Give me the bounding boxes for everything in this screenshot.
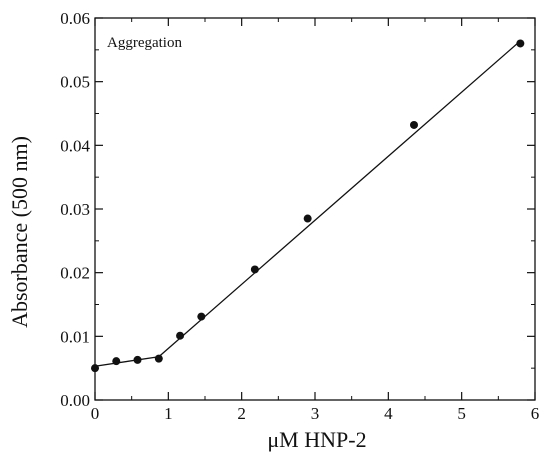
y-axis-label: Absorbance (500 nm) [7, 136, 32, 328]
data-points [91, 39, 525, 373]
y-tick-label: 0.00 [60, 391, 90, 410]
y-tick-label: 0.03 [60, 200, 90, 219]
x-tick-label: 5 [457, 404, 466, 423]
tick-labels: 0 1 2 3 4 5 6 0.00 0.01 0.02 0.03 0.04 0.05 0.06 [60, 9, 539, 423]
x-tick-label: 4 [384, 404, 393, 423]
x-tick-label: 1 [164, 404, 173, 423]
fit-line [158, 40, 521, 358]
data-point [303, 214, 312, 223]
chart-annotation: Aggregation [107, 35, 182, 51]
y-tick-label: 0.01 [60, 327, 90, 346]
x-tick-label: 6 [531, 404, 540, 423]
fit-line [94, 356, 159, 367]
data-point [112, 357, 121, 366]
x-tick-label: 0 [91, 404, 100, 423]
data-point [410, 120, 418, 129]
x-tick-label: 3 [311, 404, 320, 423]
plot-frame [94, 17, 536, 401]
data-point [91, 364, 99, 373]
ticks [94, 17, 536, 401]
data-point [133, 355, 142, 364]
data-point [154, 354, 163, 363]
x-axis-label: μM HNP-2 [267, 427, 366, 452]
y-tick-label: 0.04 [60, 136, 90, 155]
y-tick-label: 0.06 [60, 9, 90, 28]
data-point [250, 265, 259, 274]
fit-lines [94, 40, 521, 367]
plot-border [94, 17, 536, 401]
data-point [516, 39, 525, 48]
data-point [197, 312, 206, 321]
y-tick-label: 0.05 [60, 73, 90, 92]
data-point [176, 331, 185, 340]
y-tick-label: 0.02 [60, 264, 90, 283]
x-tick-label: 2 [237, 404, 246, 423]
